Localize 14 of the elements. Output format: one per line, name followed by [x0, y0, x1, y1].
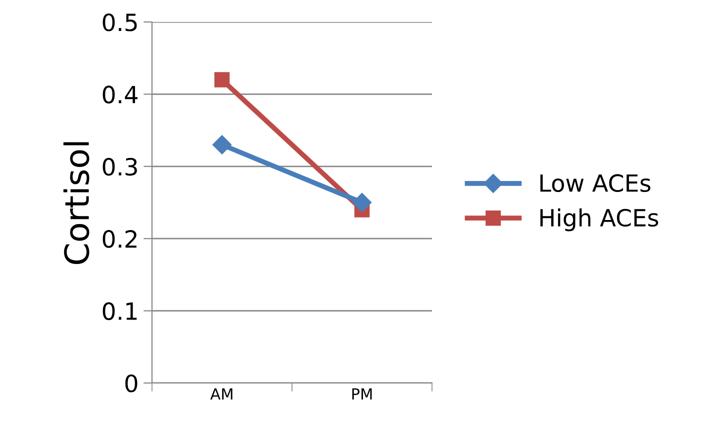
point [212, 135, 232, 154]
legend-label: High ACEs [540, 208, 658, 232]
y-tick-label: 0.3 [102, 158, 137, 176]
x-tick-label: AM [210, 388, 232, 400]
y-tick-label: 0.2 [102, 230, 136, 248]
point [214, 72, 230, 88]
y-tick-label: 0 [125, 374, 138, 392]
y-tick-label: 0.1 [102, 302, 137, 320]
y-tick-label: 0.5 [102, 13, 137, 32]
point [352, 192, 372, 212]
y-tick-label: 0.4 [102, 86, 138, 104]
legend-label: Low ACEs [540, 174, 650, 192]
x-tick-label: PM [352, 388, 372, 400]
y-axis-title: Cortisol [63, 142, 90, 264]
